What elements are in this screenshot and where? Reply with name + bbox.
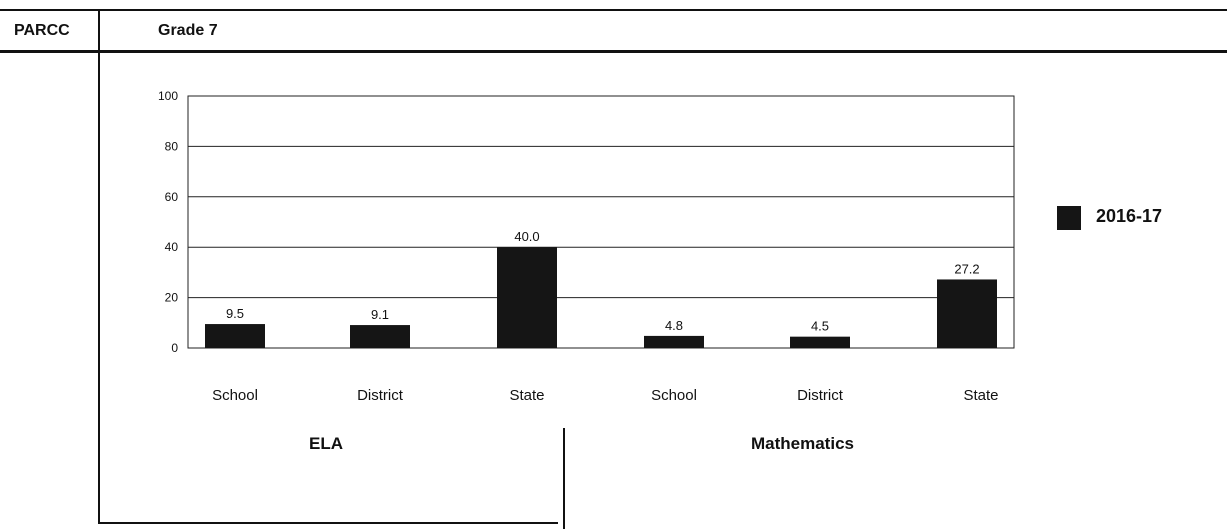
bar	[790, 336, 850, 348]
legend-swatch	[1057, 206, 1081, 230]
x-tick-label: State	[509, 387, 544, 404]
legend-label: 2016-17	[1096, 206, 1163, 226]
x-tick-label: District	[357, 387, 404, 404]
data-label: 27.2	[954, 261, 979, 276]
bar	[937, 279, 997, 348]
data-label: 4.5	[811, 319, 829, 334]
plot-area	[187, 95, 1015, 349]
x-tick-label: School	[212, 387, 258, 404]
x-tick-label: School	[651, 387, 697, 404]
left-frame	[98, 9, 100, 524]
bottom-frame-ela	[98, 522, 558, 524]
bar	[497, 247, 557, 348]
y-tick-label: 20	[165, 291, 179, 305]
group-label-math: Mathematics	[751, 434, 854, 453]
data-label: 9.5	[226, 306, 244, 321]
data-label: 9.1	[371, 307, 389, 322]
bar	[350, 325, 410, 348]
y-tick-label: 100	[158, 89, 178, 103]
data-label: 4.8	[665, 318, 683, 333]
data-label: 40.0	[514, 229, 539, 244]
bar	[205, 324, 265, 348]
y-tick-label: 0	[171, 341, 178, 355]
grade-label: Grade 7	[158, 22, 218, 39]
bar	[644, 335, 704, 348]
y-tick-label: 80	[165, 139, 179, 153]
y-tick-label: 40	[165, 240, 179, 254]
group-divider	[563, 428, 565, 529]
top-border	[0, 9, 1227, 11]
assessment-label: PARCC	[14, 22, 70, 39]
x-tick-label: District	[797, 387, 844, 404]
group-label-ela: ELA	[309, 434, 343, 453]
y-tick-label: 60	[165, 190, 179, 204]
header-divider	[0, 50, 1227, 53]
x-tick-label: State	[963, 387, 998, 404]
